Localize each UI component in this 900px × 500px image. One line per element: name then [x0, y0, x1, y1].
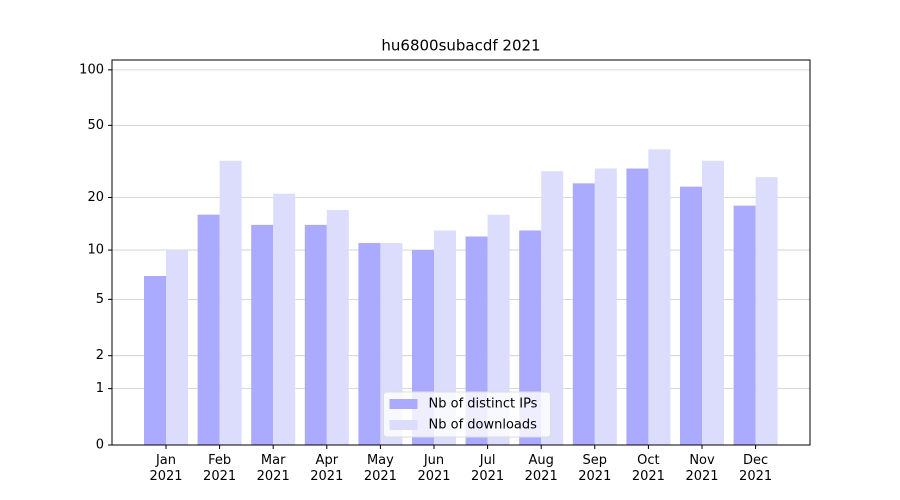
bar [626, 168, 649, 445]
bar [304, 224, 327, 445]
bar [755, 177, 778, 445]
x-tick-label: Dec 2021 [739, 453, 773, 484]
x-tick-label: Oct 2021 [631, 453, 665, 484]
chart-title: hu6800subacdf 2021 [381, 37, 540, 55]
bar [733, 205, 756, 445]
x-tick-label: May 2021 [363, 453, 397, 484]
axes-frame [111, 59, 811, 446]
x-tick-label: Jan 2021 [149, 453, 183, 484]
x-tick-label: Jul 2021 [471, 453, 505, 484]
bar [326, 210, 349, 445]
bar [251, 224, 274, 445]
x-tick-label: Apr 2021 [310, 453, 344, 484]
legend-swatch [389, 399, 418, 409]
y-tick-label: 10 [87, 243, 104, 258]
x-tick-label: Nov 2021 [685, 453, 719, 484]
y-tick-label: 1 [96, 381, 104, 396]
x-tick-label: Aug 2021 [524, 453, 558, 484]
bar [219, 160, 242, 445]
x-tick-label: Mar 2021 [256, 453, 290, 484]
bar [358, 243, 381, 445]
bar [541, 171, 564, 445]
bar [144, 275, 166, 445]
legend-label: Nb of distinct IPs [429, 397, 538, 412]
bar [680, 186, 702, 446]
bar [197, 214, 220, 445]
legend-box [383, 391, 551, 438]
x-tick-label: Jun 2021 [417, 453, 451, 484]
y-tick-label: 5 [96, 292, 104, 307]
bar [572, 183, 595, 445]
x-tick-label: Sep 2021 [578, 453, 612, 484]
y-tick-label: 0 [96, 438, 104, 453]
y-tick-label: 20 [87, 190, 104, 205]
y-tick-label: 100 [79, 62, 104, 77]
bar [166, 250, 188, 445]
bar [702, 160, 724, 445]
legend-swatch [389, 420, 418, 430]
bar [487, 214, 510, 445]
legend-label: Nb of downloads [429, 418, 538, 433]
bar [594, 168, 617, 445]
y-tick-label: 50 [87, 118, 104, 133]
bar [273, 193, 296, 445]
bar [519, 230, 542, 445]
bar [434, 230, 456, 445]
x-tick-label: Feb 2021 [203, 453, 237, 484]
y-tick-label: 2 [96, 348, 104, 363]
bar [648, 149, 671, 445]
